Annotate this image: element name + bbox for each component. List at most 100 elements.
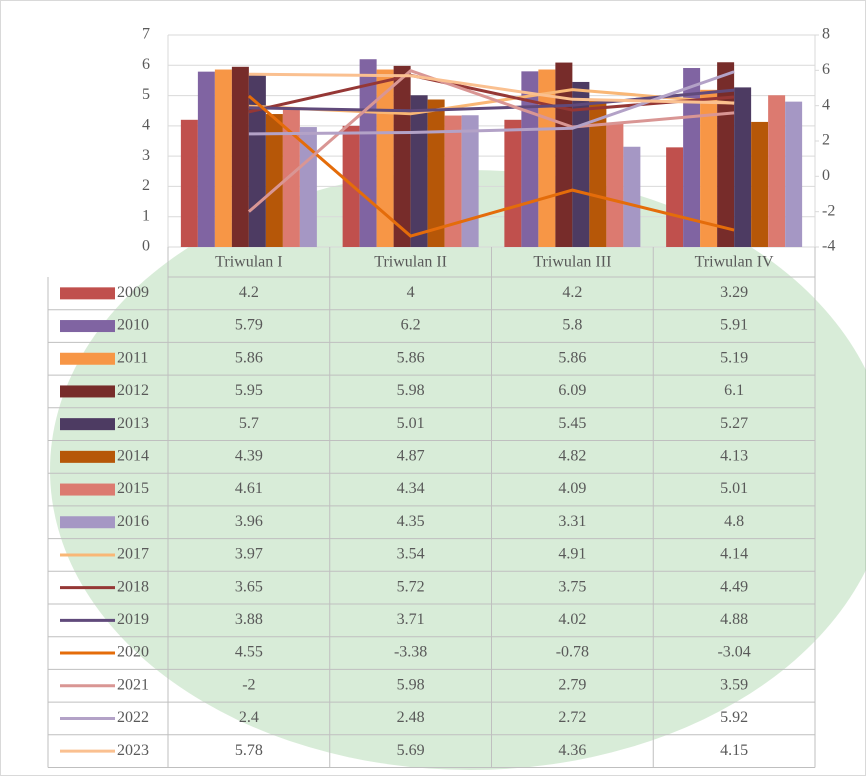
legend-label: 2010: [117, 317, 149, 334]
y-tick-label: 2: [142, 177, 150, 194]
bar: [282, 107, 300, 247]
legend-label: 2023: [117, 742, 149, 759]
table-value: 4.35: [397, 513, 425, 530]
y2-tick-label: 0: [822, 167, 830, 184]
legend-key: [60, 287, 115, 300]
bar: [248, 74, 266, 247]
table-value: 3.29: [720, 284, 748, 301]
table-value: 4.14: [720, 546, 748, 563]
legend-label: 2019: [117, 611, 149, 628]
table-value: -3.04: [717, 644, 750, 661]
bar: [683, 68, 701, 247]
table-value: 5.79: [235, 317, 263, 334]
legend-label: 2015: [117, 480, 149, 497]
bar: [214, 69, 232, 247]
table-value: 3.75: [558, 578, 586, 595]
legend-key: [60, 320, 115, 333]
table-value: 4.09: [558, 480, 586, 497]
legend-label: 2016: [117, 513, 149, 530]
table-value: 5.98: [397, 676, 425, 693]
table-value: 5.92: [720, 709, 748, 726]
watermark: [50, 170, 866, 770]
table-value: 6.1: [724, 382, 744, 399]
table-value: 4: [407, 284, 415, 301]
legend-key: [60, 418, 115, 431]
legend-key: [60, 483, 115, 496]
legend-label: 2022: [117, 709, 149, 726]
table-value: 4.15: [720, 742, 748, 759]
table-value: 3.96: [235, 513, 263, 530]
table-value: 6.09: [558, 382, 586, 399]
y2-tick-label: -2: [822, 202, 835, 219]
legend-key: [60, 450, 115, 463]
table-value: 4.61: [235, 480, 263, 497]
table-value: 4.87: [397, 448, 425, 465]
legend-label: 2012: [117, 382, 149, 399]
bar: [393, 65, 411, 248]
y-tick-label: 7: [142, 26, 150, 43]
table-value: 5.86: [397, 349, 425, 366]
table-value: 3.65: [235, 578, 263, 595]
table-value: 3.97: [235, 546, 263, 563]
legend-key: [60, 385, 115, 398]
x-tick-label: Triwulan III: [533, 254, 611, 271]
bar: [265, 114, 283, 247]
y-tick-label: 5: [142, 86, 150, 103]
table-value: 4.49: [720, 578, 748, 595]
bar: [666, 147, 684, 247]
table-value: 5.19: [720, 349, 748, 366]
bar: [700, 89, 718, 248]
y-tick-label: 0: [142, 238, 150, 255]
x-tick-label: Triwulan II: [374, 254, 447, 271]
table-value: 5.86: [558, 349, 586, 366]
table-value: 3.59: [720, 676, 748, 693]
bar: [444, 115, 462, 247]
table-value: 3.88: [235, 611, 263, 628]
table-value: 3.31: [558, 513, 586, 530]
table-value: 4.2: [562, 284, 582, 301]
legend-label: 2014: [117, 448, 149, 465]
line: [247, 68, 735, 213]
table-value: 4.88: [720, 611, 748, 628]
table-value: 5.86: [235, 349, 263, 366]
legend-label: 2017: [117, 546, 149, 563]
table-value: 5.98: [397, 382, 425, 399]
table-value: 4.34: [397, 480, 425, 497]
y2-tick-label: 6: [822, 61, 830, 78]
table-value: 5.78: [235, 742, 263, 759]
y-tick-label: 6: [142, 56, 150, 73]
legend-label: 2009: [117, 284, 149, 301]
bar: [751, 121, 769, 247]
table-value: 3.54: [397, 546, 425, 563]
bar: [197, 71, 215, 247]
bar: [410, 95, 428, 247]
legend-label: 2021: [117, 676, 149, 693]
table-value: 5.91: [720, 317, 748, 334]
table-value: 5.45: [558, 415, 586, 432]
table-value: 5.01: [397, 415, 425, 432]
line: [247, 94, 735, 238]
y2-tick-label: 8: [822, 26, 830, 43]
line: [248, 73, 735, 114]
table-value: 5.69: [397, 742, 425, 759]
y-tick-label: 3: [142, 147, 150, 164]
table-value: 2.4: [239, 709, 259, 726]
table-value: 5.01: [720, 480, 748, 497]
table-value: 5.72: [397, 578, 425, 595]
legend-label: 2013: [117, 415, 149, 432]
y2-tick-label: -4: [822, 238, 835, 255]
bar: [768, 95, 786, 247]
table-value: 5.8: [562, 317, 582, 334]
bar: [504, 119, 522, 247]
legend-label: 2018: [117, 578, 149, 595]
table-value: -2: [242, 676, 255, 693]
bar: [538, 69, 556, 247]
bar: [299, 127, 317, 247]
table-value: 6.2: [401, 317, 421, 334]
bar: [180, 119, 198, 247]
bar: [427, 99, 445, 247]
bar: [785, 101, 803, 247]
y-tick-label: 1: [142, 207, 150, 224]
table-value: 5.27: [720, 415, 748, 432]
